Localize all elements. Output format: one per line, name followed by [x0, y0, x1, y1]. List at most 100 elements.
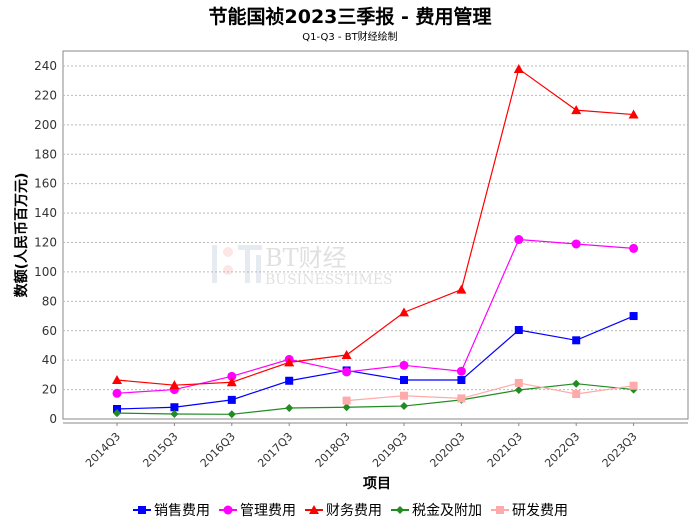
- data-point: [400, 402, 408, 411]
- data-point: [113, 404, 121, 413]
- y-tick-label: 0: [49, 412, 57, 426]
- y-tick-label: 240: [34, 59, 57, 73]
- legend-marker-icon: [219, 505, 237, 515]
- series-0: [113, 312, 638, 413]
- data-point: [457, 394, 466, 403]
- data-point: [571, 239, 581, 249]
- legend-marker: [138, 506, 146, 514]
- data-point: [400, 391, 408, 400]
- data-point: [227, 371, 237, 381]
- y-tick-label: 120: [34, 236, 57, 250]
- x-tick-label: 2021Q3: [485, 430, 525, 470]
- legend-item: 研发费用: [490, 500, 568, 520]
- data-point: [571, 105, 582, 115]
- legend-marker-icon: [305, 505, 323, 514]
- series-1: [112, 235, 639, 398]
- legend-marker: [396, 506, 404, 514]
- data-point: [169, 380, 180, 390]
- data-point: [456, 284, 467, 294]
- x-tick-label: 2014Q3: [83, 430, 123, 470]
- data-point: [170, 409, 179, 418]
- y-tick-label: 80: [42, 294, 57, 308]
- data-point: [456, 366, 466, 376]
- data-point: [341, 350, 352, 360]
- data-point: [514, 235, 524, 245]
- data-point: [572, 379, 581, 388]
- legend-label: 研发费用: [512, 503, 568, 519]
- x-tick-label: 2017Q3: [255, 430, 295, 470]
- plot-frame: [62, 50, 689, 420]
- data-point: [400, 376, 408, 385]
- y-tick-label: 60: [42, 324, 57, 338]
- legend-label: 财务费用: [326, 503, 382, 519]
- y-tick-label: 180: [34, 147, 57, 161]
- legend-marker-icon: [391, 506, 409, 514]
- data-point: [572, 336, 581, 345]
- watermark: BT财经 BUSINESSTIMES: [212, 244, 393, 288]
- y-tick-label: 160: [34, 177, 57, 191]
- legend-marker: [223, 505, 233, 515]
- y-tick-label: 100: [34, 265, 57, 279]
- legend-marker: [496, 506, 504, 514]
- series-4: [342, 378, 638, 405]
- x-tick-label: 2015Q3: [140, 430, 180, 470]
- data-point: [285, 376, 294, 385]
- x-tick-label: 2022Q3: [542, 430, 582, 470]
- chart-title: 节能国祯2023三季报 - 费用管理: [208, 6, 492, 28]
- data-point: [628, 109, 639, 119]
- data-point: [284, 357, 295, 367]
- data-point: [112, 388, 122, 398]
- data-point: [513, 63, 524, 73]
- legend-label: 销售费用: [154, 503, 210, 519]
- data-point: [227, 395, 236, 404]
- data-point: [629, 312, 638, 321]
- data-point: [629, 243, 639, 253]
- x-tick-label: 2018Q3: [313, 430, 353, 470]
- y-tick-label: 20: [42, 383, 57, 397]
- series-line: [116, 383, 634, 415]
- chart-subtitle: Q1-Q3 - BT财经绘制: [302, 32, 398, 43]
- x-axis-label: 项目: [363, 476, 391, 492]
- data-point: [514, 378, 523, 387]
- legend-marker-icon: [133, 506, 151, 514]
- legend-item: 税金及附加: [390, 500, 482, 520]
- y-axis-label: 数额(人民币百万元): [13, 173, 30, 298]
- series-line: [116, 238, 634, 394]
- svg-text:BT财经: BT财经: [265, 244, 347, 272]
- data-point: [399, 360, 409, 370]
- data-point: [342, 367, 352, 377]
- data-point: [170, 403, 179, 412]
- data-point: [457, 376, 466, 385]
- data-point: [399, 307, 409, 317]
- data-point: [514, 386, 523, 395]
- legend-label: 税金及附加: [412, 503, 482, 519]
- x-tick-label: 2019Q3: [370, 430, 410, 470]
- data-point: [572, 389, 581, 398]
- legend: 销售费用 管理费用 财务费用 税金及附加 研发费用: [0, 500, 700, 520]
- y-tick-label: 220: [34, 88, 57, 102]
- data-point: [227, 410, 236, 419]
- y-tick-label: 200: [34, 118, 57, 132]
- series-line: [116, 67, 634, 386]
- legend-marker: [309, 505, 319, 514]
- legend-marker-icon: [491, 506, 509, 514]
- data-point: [113, 409, 121, 418]
- data-point: [285, 403, 294, 412]
- data-point: [342, 396, 351, 405]
- x-tick-label: 2020Q3: [427, 430, 467, 470]
- series-line: [346, 382, 634, 402]
- x-tick-label: 2023Q3: [600, 430, 640, 470]
- data-point: [226, 377, 237, 387]
- series-line: [116, 315, 634, 410]
- data-point: [112, 375, 122, 385]
- legend-label: 管理费用: [240, 503, 296, 519]
- y-tick-label: 140: [34, 206, 57, 220]
- data-point: [514, 326, 523, 335]
- y-tick-label: 40: [42, 353, 57, 367]
- series-2: [112, 63, 639, 390]
- svg-text:BUSINESSTIMES: BUSINESSTIMES: [265, 272, 393, 288]
- x-tick-label: 2016Q3: [198, 430, 238, 470]
- data-point: [629, 381, 638, 390]
- legend-item: 销售费用: [132, 500, 210, 520]
